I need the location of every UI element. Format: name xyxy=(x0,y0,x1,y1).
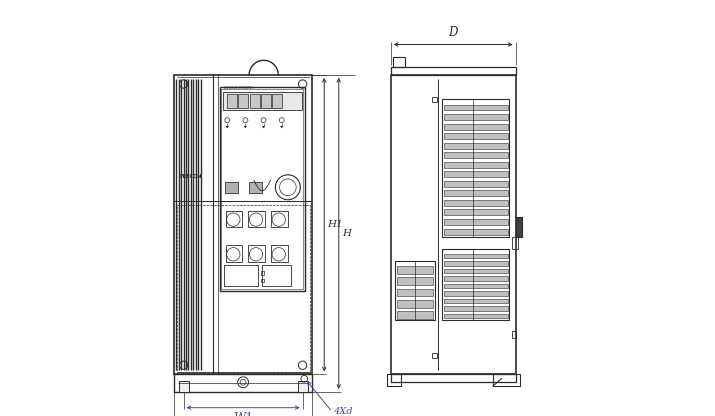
Bar xyxy=(395,260,435,320)
Bar xyxy=(262,265,291,286)
Bar xyxy=(444,152,508,158)
Text: FRECON: FRECON xyxy=(180,174,202,179)
Bar xyxy=(249,182,262,193)
Polygon shape xyxy=(244,126,247,129)
Bar xyxy=(271,245,288,262)
Bar xyxy=(444,191,508,196)
Bar xyxy=(248,245,265,262)
Bar xyxy=(444,219,508,225)
Bar xyxy=(512,237,518,249)
Bar xyxy=(444,210,508,215)
Bar xyxy=(260,279,264,282)
Bar xyxy=(443,249,509,320)
Bar xyxy=(227,94,237,108)
Bar xyxy=(174,75,312,374)
Bar xyxy=(397,289,433,296)
Text: LDI DRIVE OPERATOR: LDI DRIVE OPERATOR xyxy=(224,86,253,90)
Bar xyxy=(272,94,282,108)
Text: D: D xyxy=(448,26,458,39)
Bar xyxy=(220,87,305,290)
Polygon shape xyxy=(262,126,265,129)
Bar xyxy=(391,374,516,382)
Bar xyxy=(444,228,508,235)
Bar xyxy=(444,314,508,318)
Bar xyxy=(226,210,242,228)
Bar xyxy=(444,181,508,187)
Bar xyxy=(432,97,437,102)
Bar xyxy=(222,89,303,289)
Bar xyxy=(444,284,508,288)
Bar xyxy=(444,143,508,149)
Bar xyxy=(391,67,516,75)
Bar xyxy=(226,245,242,262)
Bar xyxy=(179,381,189,392)
Bar xyxy=(444,253,508,258)
Bar xyxy=(260,271,264,275)
Bar xyxy=(444,276,508,281)
Bar xyxy=(444,104,508,111)
Bar xyxy=(443,99,509,237)
Bar xyxy=(248,210,265,228)
Bar xyxy=(397,277,433,285)
Polygon shape xyxy=(280,126,283,129)
Bar xyxy=(225,182,237,193)
Bar xyxy=(444,124,508,129)
Bar xyxy=(444,171,508,177)
Bar xyxy=(444,261,508,266)
Bar xyxy=(223,92,302,110)
Bar xyxy=(444,299,508,303)
Bar xyxy=(444,114,508,120)
Text: 4Xd: 4Xd xyxy=(333,407,353,416)
Bar xyxy=(516,217,522,237)
Bar xyxy=(444,306,508,311)
Bar xyxy=(393,57,405,67)
Bar xyxy=(432,353,437,358)
Text: H: H xyxy=(342,229,350,238)
Bar xyxy=(297,381,307,392)
Bar xyxy=(397,266,433,274)
Bar xyxy=(444,291,508,296)
Bar xyxy=(387,374,401,386)
Bar xyxy=(444,133,508,139)
Bar xyxy=(444,162,508,168)
Bar xyxy=(397,300,433,307)
Bar xyxy=(239,94,249,108)
Text: H1: H1 xyxy=(327,220,342,229)
Bar xyxy=(397,311,433,319)
Bar xyxy=(261,94,271,108)
Text: W1: W1 xyxy=(233,412,253,416)
Bar xyxy=(177,205,310,372)
Bar xyxy=(174,374,312,392)
Bar xyxy=(512,331,516,339)
Bar xyxy=(224,265,258,286)
Polygon shape xyxy=(226,126,229,129)
Bar xyxy=(444,200,508,206)
Bar xyxy=(444,269,508,273)
Bar xyxy=(250,94,260,108)
Bar xyxy=(271,210,288,228)
Bar xyxy=(493,374,520,386)
Bar xyxy=(391,75,516,374)
